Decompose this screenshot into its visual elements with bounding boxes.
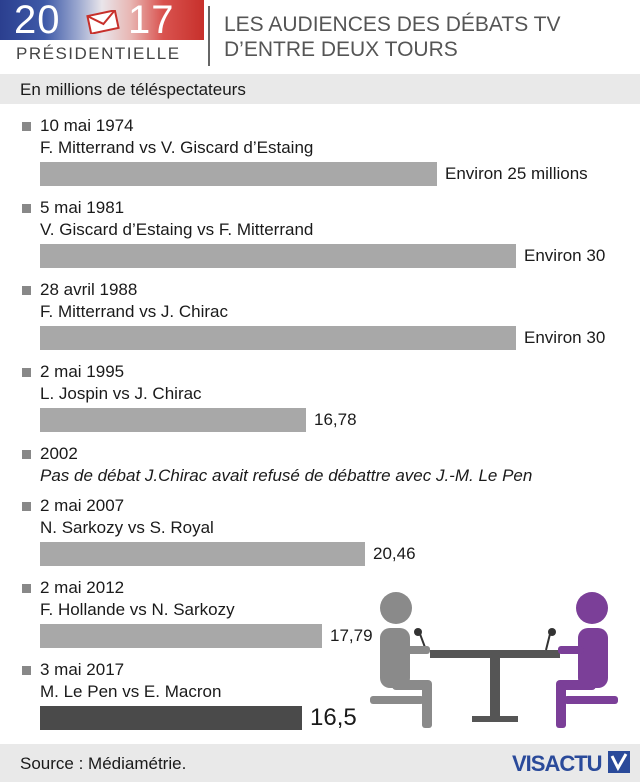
- chart-subtitle: En millions de téléspectateurs: [20, 80, 246, 99]
- bar-value-label: Environ 25 millions: [445, 164, 588, 183]
- bullet-square-icon: [22, 502, 31, 511]
- table-base: [472, 716, 518, 722]
- debate-matchup: F. Hollande vs N. Sarkozy: [40, 600, 235, 619]
- no-debate-note: Pas de débat J.Chirac avait refusé de dé…: [40, 466, 533, 485]
- debate-date: 10 mai 1974: [40, 116, 134, 135]
- audience-bar: [40, 244, 516, 268]
- audience-bar: [40, 542, 365, 566]
- header: 20 17 PRÉSIDENTIELLE LES AUDIENCES DES D…: [0, 0, 640, 72]
- bar-value-label: Environ 30: [524, 328, 606, 347]
- audience-bar: [40, 408, 306, 432]
- debate-matchup: V. Giscard d’Estaing vs F. Mitterrand: [40, 220, 314, 239]
- debate-date: 5 mai 1981: [40, 198, 125, 217]
- debate-date: 2 mai 1995: [40, 362, 125, 381]
- envelope-icon: [86, 10, 120, 34]
- election-logo: 20 17 PRÉSIDENTIELLE: [0, 0, 204, 72]
- logo-year-right: 17: [128, 0, 175, 42]
- bar-value-label: 17,79: [330, 626, 373, 645]
- left-person-icon: [370, 592, 432, 728]
- table-leg: [490, 658, 500, 720]
- debate-matchup: L. Jospin vs J. Chirac: [40, 384, 202, 403]
- page-title: LES AUDIENCES DES DÉBATS TV D’ENTRE DEUX…: [224, 13, 561, 61]
- debate-date: 2 mai 2007: [40, 496, 125, 515]
- bullet-square-icon: [22, 204, 31, 213]
- logo-year-left: 20: [14, 0, 61, 42]
- bullet-square-icon: [22, 368, 31, 377]
- audience-bar: [40, 706, 302, 730]
- debate-matchup: F. Mitterrand vs J. Chirac: [40, 302, 228, 321]
- subtitle-band: En millions de téléspectateurs: [0, 74, 640, 104]
- right-person-icon: [556, 592, 618, 728]
- bullet-square-icon: [22, 584, 31, 593]
- audience-bar: [40, 162, 437, 186]
- debate-date: 28 avril 1988: [40, 280, 138, 299]
- table-top: [430, 650, 560, 658]
- header-divider: [208, 6, 210, 66]
- debate-table-icon: [370, 592, 618, 728]
- debate-date: 3 mai 2017: [40, 660, 125, 679]
- debate-matchup: N. Sarkozy vs S. Royal: [40, 518, 214, 537]
- left-mic-icon: [414, 628, 422, 636]
- debate-matchup: F. Mitterrand vs V. Giscard d’Estaing: [40, 138, 314, 157]
- debate-matchup: M. Le Pen vs E. Macron: [40, 682, 222, 701]
- bullet-square-icon: [22, 450, 31, 459]
- right-mic-icon: [548, 628, 556, 636]
- footer: Source : Médiamétrie. VISACTU: [0, 744, 640, 782]
- debate-date: 2 mai 2012: [40, 578, 125, 597]
- audience-bar: [40, 326, 516, 350]
- bar-value-label: 20,46: [373, 544, 416, 563]
- bar-value-label: 16,5: [310, 704, 357, 731]
- bar-value-label: Environ 30: [524, 246, 606, 265]
- source-note: Source : Médiamétrie.: [20, 754, 187, 773]
- brand-logo: VISACTU: [512, 751, 630, 776]
- audience-bar: [40, 624, 322, 648]
- bar-value-label: 16,78: [314, 410, 357, 429]
- logo-subtitle: PRÉSIDENTIELLE: [16, 44, 181, 63]
- debate-date: 2002: [40, 444, 78, 463]
- bullet-square-icon: [22, 122, 31, 131]
- bullet-square-icon: [22, 286, 31, 295]
- brand-logo-text: VISACTU: [512, 751, 602, 776]
- bullet-square-icon: [22, 666, 31, 675]
